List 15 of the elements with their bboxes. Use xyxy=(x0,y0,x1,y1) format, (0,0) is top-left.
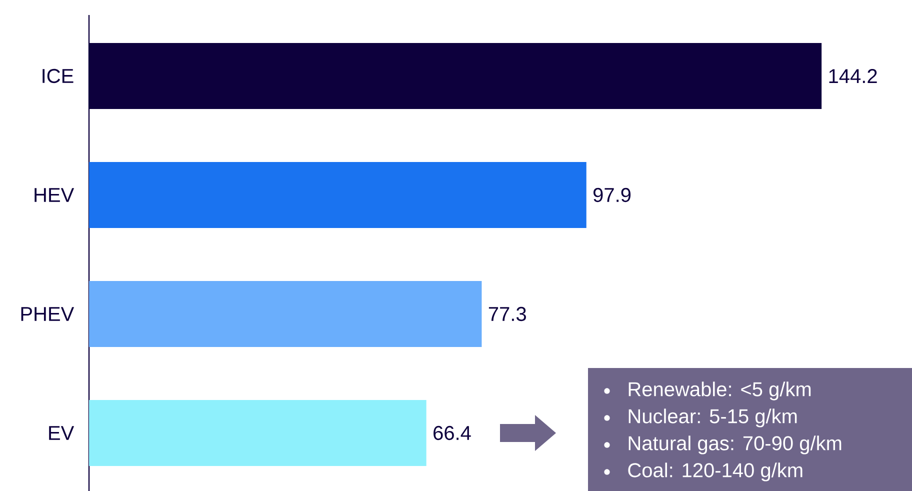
data-label: 77.3 xyxy=(488,306,526,322)
annotation: Natural gas: 70-90 g/km xyxy=(628,436,842,454)
bar xyxy=(89,162,586,228)
annotation: Coal: 120-140 g/km xyxy=(628,462,802,482)
y-tick-label: EV xyxy=(49,426,74,440)
data-label: 66.4 xyxy=(434,426,471,440)
annotation: Nuclear: 5-15 g/km xyxy=(628,408,797,428)
y-tick-label: HEV xyxy=(34,188,74,202)
y-tick-label: PHEV xyxy=(21,307,74,321)
data-label: 97.9 xyxy=(594,188,631,202)
bar xyxy=(89,280,482,347)
data-label: 144.2 xyxy=(829,69,877,83)
bar xyxy=(89,400,426,466)
annotation: Renewable: <5 g/km xyxy=(628,382,811,400)
y-tick-label: ICE xyxy=(42,68,74,84)
